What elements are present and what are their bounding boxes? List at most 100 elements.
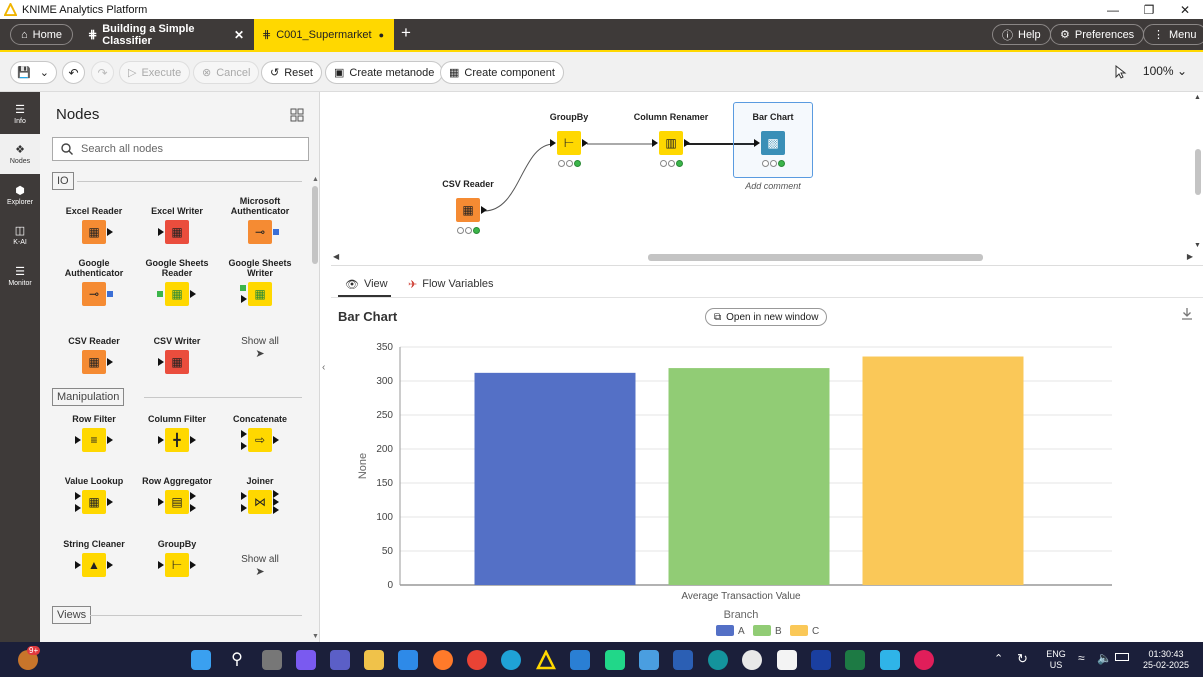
chevron-up-icon[interactable]: ⌃ xyxy=(994,653,1004,665)
node-microsoft-authenticator[interactable]: Microsoft Authenticator ⊸ xyxy=(218,196,302,260)
node-groupby[interactable]: GroupBy ⊢ xyxy=(135,539,219,603)
scroll-up-icon[interactable]: ▲ xyxy=(1194,94,1201,101)
node-excel-reader[interactable]: Excel Reader ▦ xyxy=(52,196,136,260)
tool-icon[interactable] xyxy=(742,650,762,670)
save-button[interactable]: 💾 ⌄ xyxy=(10,61,57,84)
open-new-window-button[interactable]: ⧉ Open in new window xyxy=(705,308,828,326)
grid-view-icon[interactable] xyxy=(290,108,304,122)
workflow-canvas[interactable]: CSV Reader ▦ GroupBy ⊢ Column Renamer ▥ … xyxy=(331,92,1203,266)
terminal-icon[interactable] xyxy=(811,650,831,670)
redo-button[interactable]: ↷ xyxy=(91,61,114,84)
workflow-node-column-renamer[interactable]: Column Renamer ▥ xyxy=(626,112,716,167)
workflow-node-csv-reader[interactable]: CSV Reader ▦ xyxy=(423,179,513,234)
collapse-panel-icon[interactable]: ‹ xyxy=(322,362,326,373)
scrollbar-thumb[interactable] xyxy=(648,254,983,261)
section-views[interactable]: Views xyxy=(52,606,92,624)
node-csv-writer[interactable]: CSV Writer ▦ xyxy=(135,326,219,390)
vscode-icon[interactable] xyxy=(570,650,590,670)
minimize-button[interactable]: — xyxy=(1107,2,1119,17)
undo-button[interactable]: ↶ xyxy=(62,61,85,84)
chevron-down-icon[interactable]: ⌄ xyxy=(39,67,49,79)
node-string-cleaner[interactable]: String Cleaner ▲ xyxy=(52,539,136,603)
sync-icon[interactable]: ↻ xyxy=(1017,651,1028,666)
workflow-node-groupby[interactable]: GroupBy ⊢ xyxy=(524,112,614,167)
scroll-down-icon[interactable]: ▼ xyxy=(1194,242,1201,249)
canvas-vertical-scrollbar[interactable]: ▲ ▼ xyxy=(1193,94,1203,249)
knime-taskbar-icon[interactable] xyxy=(535,649,557,670)
create-metanode-button[interactable]: ▣ Create metanode xyxy=(325,61,444,84)
unsaved-dot-icon[interactable]: ● xyxy=(378,29,384,40)
canvas-horizontal-scrollbar[interactable]: ◀ ▶ xyxy=(333,252,1193,262)
weather-widget-icon[interactable] xyxy=(18,650,38,670)
menu-button[interactable]: ⋮ Menu xyxy=(1143,24,1203,45)
rail-item-info[interactable]: ☰ Info xyxy=(0,94,40,134)
excel-icon[interactable] xyxy=(845,650,865,670)
store-icon[interactable] xyxy=(398,650,418,670)
node-row-aggregator[interactable]: Row Aggregator ▤ xyxy=(135,476,219,540)
maximize-button[interactable]: ❐ xyxy=(1143,2,1155,17)
reset-button[interactable]: ↺ Reset xyxy=(261,61,322,84)
rail-item-k-ai[interactable]: ◫ K-AI xyxy=(0,215,40,255)
scroll-down-icon[interactable]: ▼ xyxy=(312,633,319,640)
search-icon[interactable]: ⚲ xyxy=(231,651,243,668)
teams-icon[interactable] xyxy=(330,650,350,670)
pycharm-icon[interactable] xyxy=(605,650,625,670)
edge-icon[interactable] xyxy=(501,650,521,670)
start-icon[interactable] xyxy=(191,650,211,670)
section-manipulation[interactable]: Manipulation xyxy=(52,388,125,406)
scroll-up-icon[interactable]: ▲ xyxy=(312,176,319,183)
volume-icon[interactable]: 🔈 xyxy=(1097,651,1112,665)
section-io[interactable]: IO xyxy=(52,172,74,190)
cancel-button[interactable]: ⊗ Cancel xyxy=(193,61,260,84)
node-google-sheets-reader[interactable]: Google Sheets Reader ▦ xyxy=(135,258,219,322)
close-window-button[interactable]: ✕ xyxy=(1179,2,1191,17)
scrollbar-thumb[interactable] xyxy=(1195,149,1201,195)
scroll-left-icon[interactable]: ◀ xyxy=(333,252,340,261)
home-button[interactable]: ⌂ Home xyxy=(10,24,73,45)
word-icon[interactable] xyxy=(673,650,693,670)
tab-flow-variables[interactable]: ✈ Flow Variables xyxy=(408,273,494,295)
tab-view[interactable]: 👁 View xyxy=(345,273,388,295)
file-explorer-icon[interactable] xyxy=(364,650,384,670)
add-comment-label[interactable]: Add comment xyxy=(745,181,801,191)
download-icon[interactable] xyxy=(1181,307,1193,320)
node-google-authenticator[interactable]: Google Authenticator ⊸ xyxy=(52,258,136,322)
scroll-right-icon[interactable]: ▶ xyxy=(1186,252,1193,261)
copilot-icon[interactable] xyxy=(296,650,316,670)
rail-item-monitor[interactable]: ☰ Monitor xyxy=(0,256,40,296)
battery-icon[interactable] xyxy=(1115,653,1129,661)
preferences-button[interactable]: ⚙ Preferences xyxy=(1050,24,1145,45)
node-google-sheets-writer[interactable]: Google Sheets Writer ▦ xyxy=(218,258,302,322)
node-joiner[interactable]: Joiner ⋈ xyxy=(218,476,302,540)
task-view-icon[interactable] xyxy=(262,650,282,670)
wifi-icon[interactable]: ≈ xyxy=(1078,651,1085,665)
help-button[interactable]: ⓘ Help xyxy=(992,24,1051,45)
arduino-icon[interactable] xyxy=(708,650,728,670)
tab-c001-supermarket[interactable]: ⋕ C001_Supermarket ● xyxy=(254,19,394,50)
firefox-icon[interactable] xyxy=(433,650,453,670)
nodes-scrollbar[interactable]: ▲ ▼ xyxy=(312,176,319,640)
node-csv-reader[interactable]: CSV Reader ▦ xyxy=(52,326,136,390)
show-all-io-link[interactable]: Show all ➤ xyxy=(218,336,302,360)
rail-item-nodes[interactable]: ❖ Nodes xyxy=(0,134,40,174)
new-tab-button[interactable]: + xyxy=(401,23,411,42)
language-indicator[interactable]: ENG US xyxy=(1043,649,1069,671)
clock[interactable]: 01:30:43 25-02-2025 xyxy=(1138,649,1194,671)
pointer-mode-icon[interactable] xyxy=(1115,65,1127,79)
rail-item-explorer[interactable]: ⬢ Explorer xyxy=(0,175,40,215)
document-icon[interactable] xyxy=(777,650,797,670)
scrollbar-thumb[interactable] xyxy=(312,186,318,264)
workflow-node-bar-chart[interactable]: Bar Chart ▩ xyxy=(728,112,818,167)
show-all-manipulation-link[interactable]: Show all ➤ xyxy=(218,554,302,578)
chrome-icon[interactable] xyxy=(467,650,487,670)
image-viewer-icon[interactable] xyxy=(639,650,659,670)
node-excel-writer[interactable]: Excel Writer ▦ xyxy=(135,196,219,260)
notepad-icon[interactable] xyxy=(880,650,900,670)
create-component-button[interactable]: ▦ Create component xyxy=(440,61,564,84)
tab-building-simple-classifier[interactable]: ⋕ Building a Simple Classifier ✕ xyxy=(80,19,254,50)
node-value-lookup[interactable]: Value Lookup ▦ xyxy=(52,476,136,540)
execute-button[interactable]: ▷ Execute xyxy=(119,61,191,84)
slack-icon[interactable] xyxy=(914,650,934,670)
close-tab-icon[interactable]: ✕ xyxy=(233,27,244,42)
node-search-input[interactable]: Search all nodes xyxy=(52,137,309,161)
